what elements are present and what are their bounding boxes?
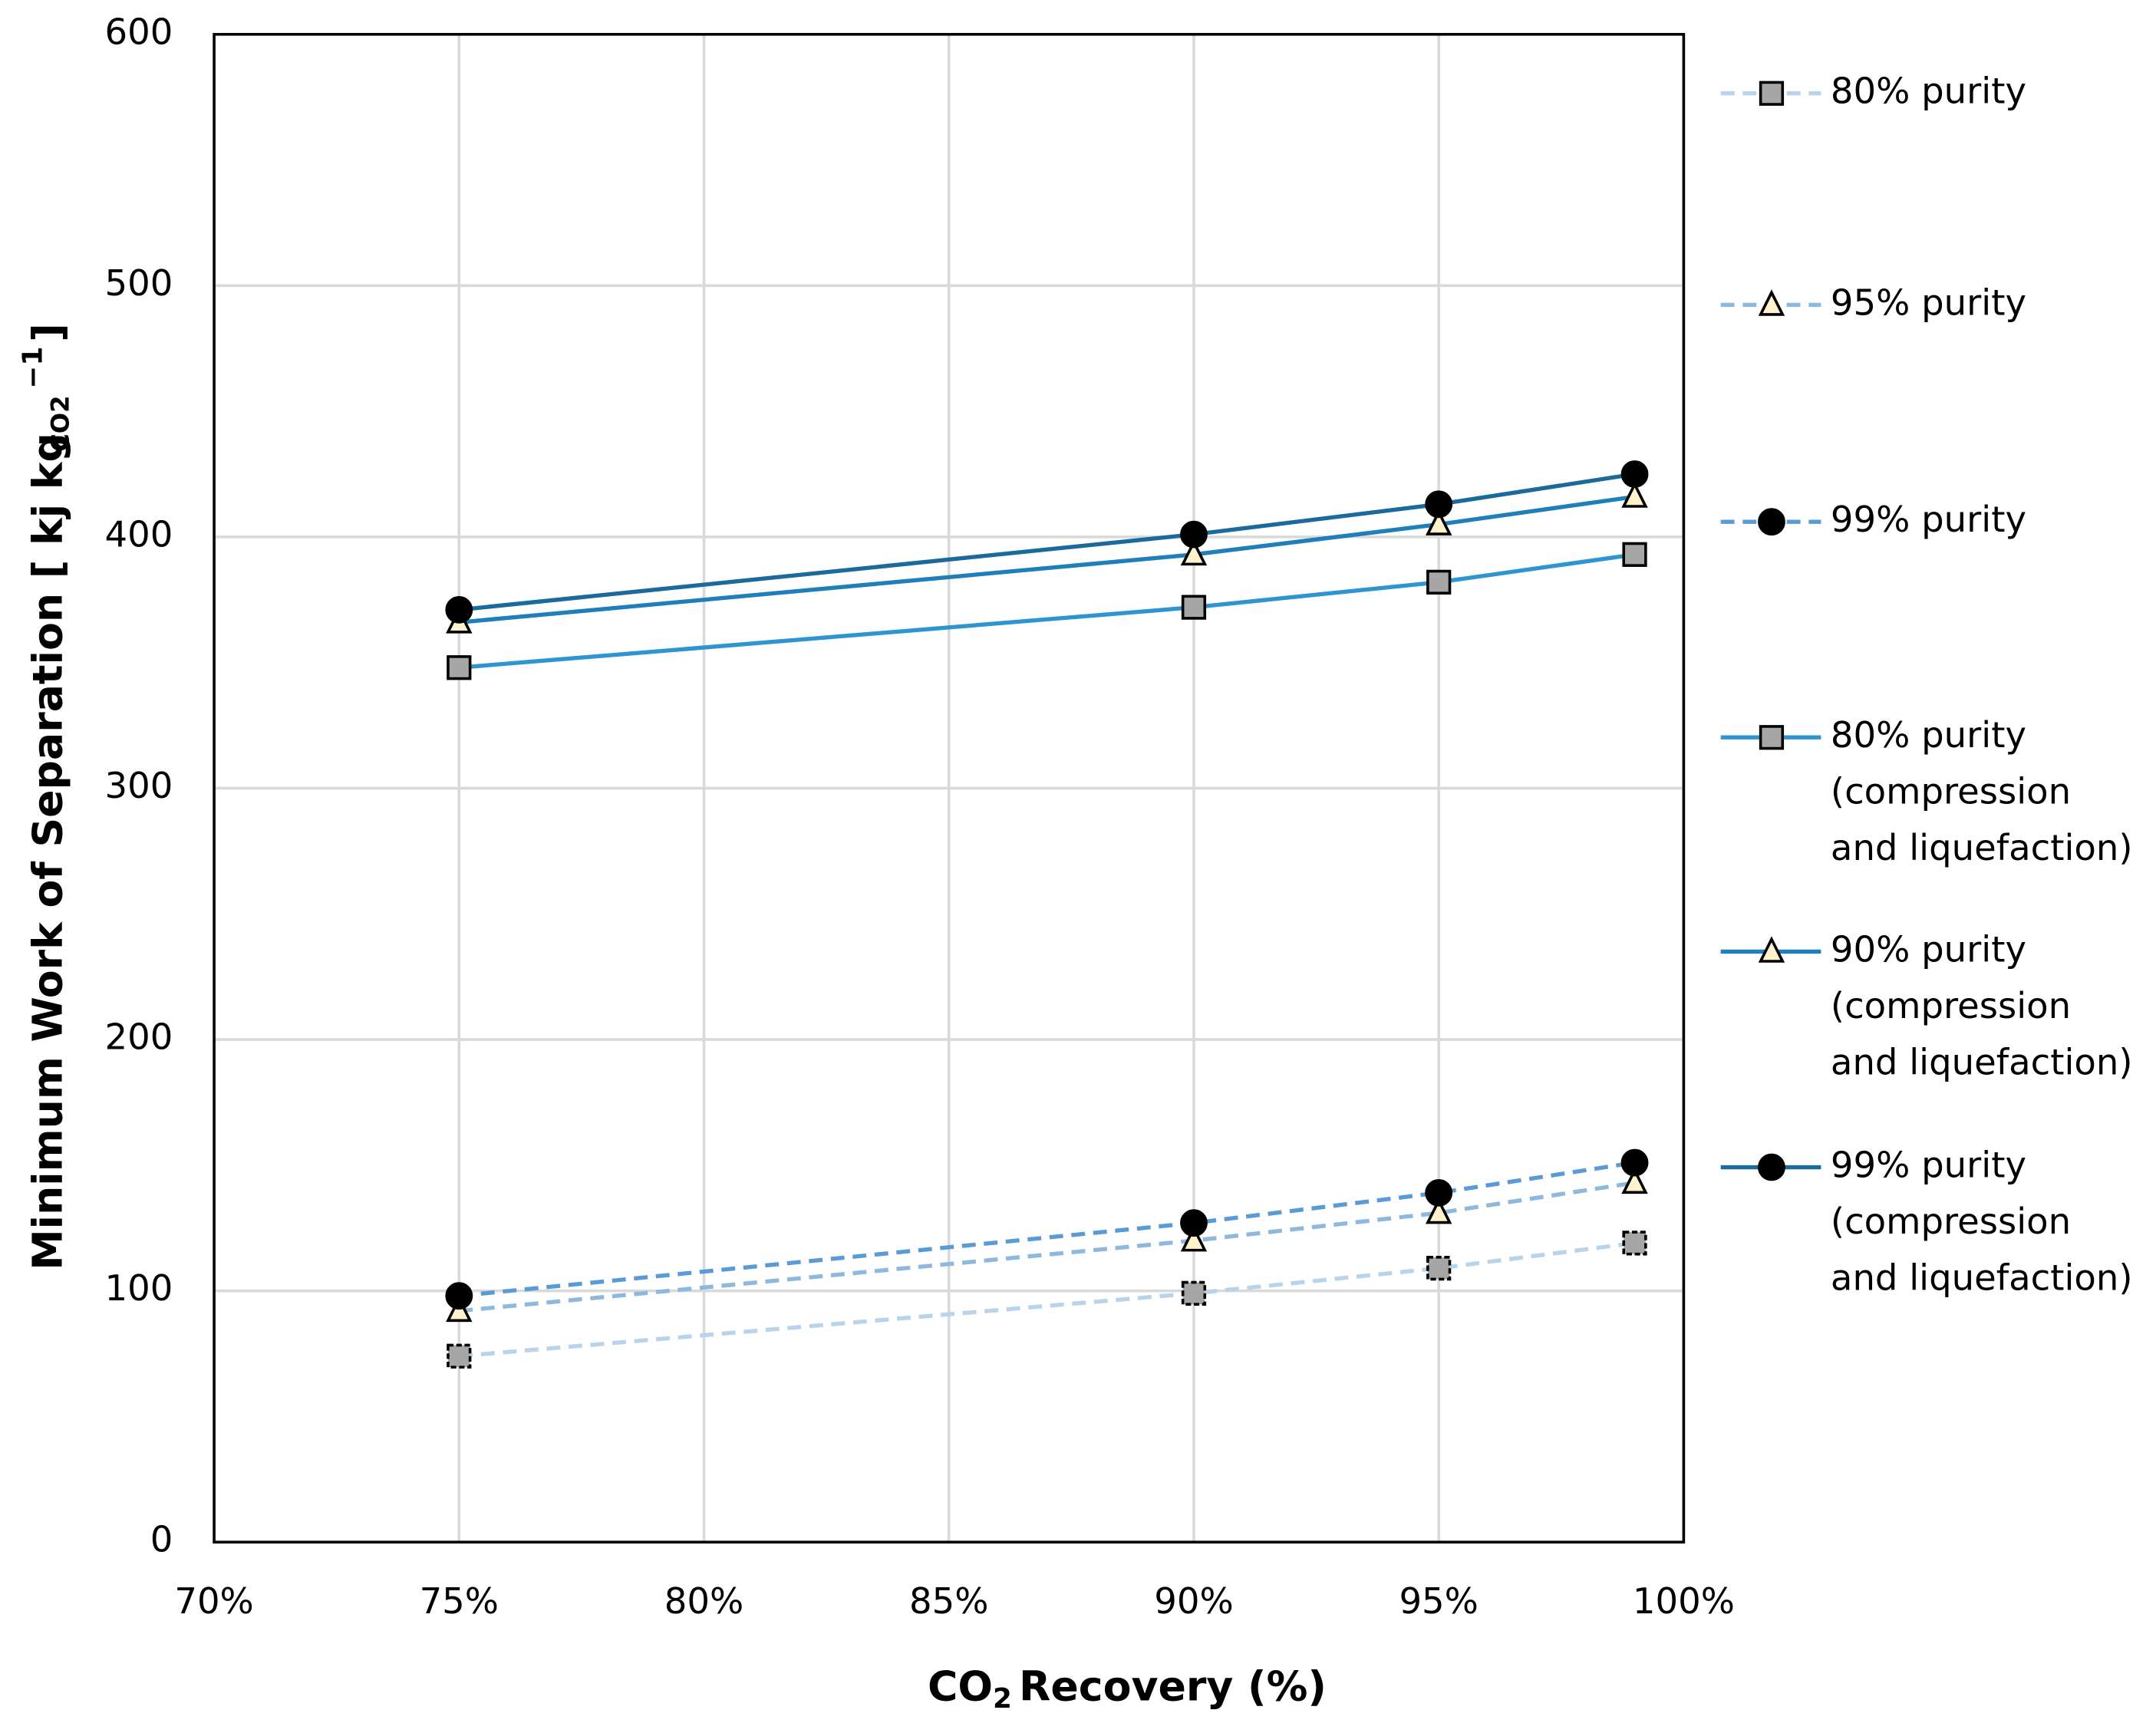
- x-tick-label: 100%: [1633, 1580, 1735, 1622]
- legend-label-line: 99% purity: [1831, 499, 2026, 540]
- marker: [1622, 1231, 1647, 1256]
- marker: [1426, 1256, 1452, 1281]
- legend-label-line: 80% purity: [1831, 714, 2038, 756]
- y-tick-label: 300: [105, 765, 173, 806]
- marker: [1621, 1167, 1648, 1194]
- series-line: [459, 1160, 1635, 1298]
- marker: [1426, 569, 1452, 595]
- marker: [1425, 509, 1452, 535]
- marker: [1180, 1209, 1208, 1237]
- marker: [1620, 460, 1649, 488]
- x-tick-label: 90%: [1154, 1580, 1233, 1622]
- series-line: [459, 472, 1635, 612]
- x-tick-label: 70%: [174, 1580, 253, 1622]
- marker: [445, 1282, 473, 1310]
- y-tick-label: 600: [105, 11, 173, 52]
- x-axis-title-end: Recovery (%): [1019, 1662, 1327, 1710]
- marker: [1425, 1178, 1453, 1207]
- x-tick-label: 75%: [420, 1580, 499, 1622]
- marker: [1180, 1224, 1208, 1252]
- series-line: [459, 1181, 1635, 1313]
- x-tick-label: 85%: [909, 1580, 988, 1622]
- y-tick-label: 0: [150, 1519, 173, 1560]
- series-line: [459, 1240, 1635, 1359]
- y-axis-title-end: ]: [24, 323, 72, 342]
- legend-label-line: (compression: [1831, 984, 2082, 1026]
- marker: [1180, 520, 1208, 549]
- legend-label-line: (compression: [1831, 770, 2082, 812]
- legend: 80% purity 95% purity 99% purity 80% purity…: [1720, 70, 2133, 1298]
- legend-label: 80% purity (compression and liquefaction…: [1831, 714, 2133, 868]
- marker: [1620, 1148, 1649, 1177]
- x-tick-label: 95%: [1399, 1580, 1478, 1622]
- marker: [1759, 81, 1785, 106]
- legend-label-line: and liquefaction): [1831, 827, 2133, 868]
- y-axis-title: Minimum Work of Separation [ kj kg: [24, 433, 72, 1270]
- marker: [1622, 542, 1647, 567]
- legend-label-line: 90% purity: [1831, 928, 2038, 970]
- legend-label: 95% purity: [1831, 282, 2026, 323]
- marker: [1181, 1280, 1207, 1306]
- legend-label-line: and liquefaction): [1831, 1041, 2133, 1082]
- legend-label-line: 99% purity: [1831, 1144, 2038, 1185]
- marker: [1758, 508, 1785, 536]
- marker: [1758, 289, 1785, 316]
- y-tick-label: 400: [105, 513, 173, 555]
- plot: [445, 460, 1649, 1369]
- marker: [1180, 539, 1208, 566]
- marker: [1758, 1153, 1785, 1181]
- marker: [445, 595, 473, 624]
- y-axis-title-sub: CO2: [45, 395, 74, 451]
- series-line: [459, 552, 1635, 670]
- y-tick-label: 200: [105, 1016, 173, 1058]
- legend-label: 90% purity (compression and liquefaction…: [1831, 928, 2133, 1082]
- marker: [1425, 1197, 1452, 1224]
- legend-label-line: and liquefaction): [1831, 1257, 2133, 1298]
- x-axis-title-sub: 2: [993, 1683, 1012, 1715]
- y-axis-title-sup: −1: [18, 347, 49, 389]
- x-tick-label: 80%: [664, 1580, 743, 1622]
- y-tick-label: 100: [105, 1267, 173, 1309]
- marker: [447, 1343, 472, 1369]
- legend-label: 99% purity (compression and liquefaction…: [1831, 1144, 2133, 1298]
- series-line: [459, 494, 1635, 624]
- legend-label: 99% purity: [1831, 499, 2026, 540]
- marker: [1758, 936, 1785, 963]
- legend-label-line: 95% purity: [1831, 282, 2026, 323]
- legend-label: 80% purity: [1831, 70, 2026, 111]
- marker: [447, 655, 472, 680]
- x-axis-title: CO: [928, 1662, 993, 1710]
- plot-frame: [213, 32, 1686, 1544]
- legend-label-line: 80% purity: [1831, 70, 2026, 111]
- marker: [1425, 490, 1453, 519]
- y-tick-label: 500: [105, 262, 173, 304]
- marker: [1759, 725, 1785, 750]
- legend-label-line: (compression: [1831, 1200, 2082, 1241]
- marker: [1621, 481, 1648, 508]
- marker: [1181, 595, 1207, 620]
- y-axis-title-group: Minimum Work of Separation [ kj kg CO2 −…: [18, 323, 75, 1270]
